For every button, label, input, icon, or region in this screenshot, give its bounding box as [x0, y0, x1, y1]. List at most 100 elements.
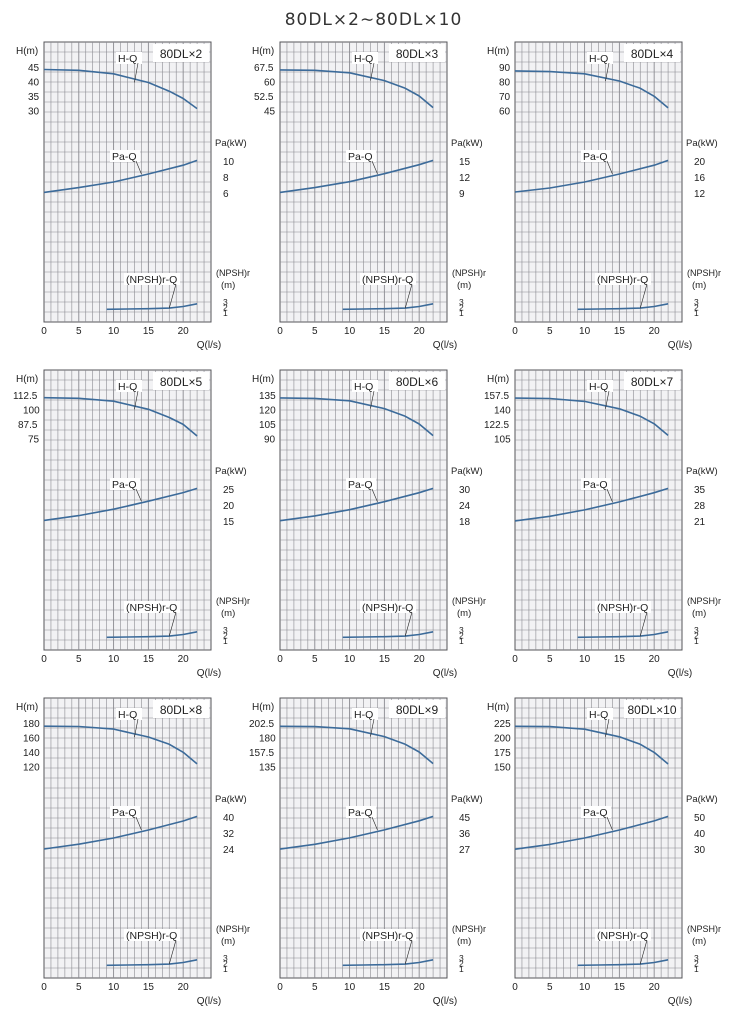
npsh-axis-unit: (m) [692, 608, 706, 619]
pa-tick-label: 16 [694, 173, 706, 184]
pa-tick-label: 6 [223, 189, 229, 200]
hq-label-bg [587, 380, 613, 392]
pa-tick-label: 30 [459, 485, 471, 496]
hq-label: H-Q [354, 381, 373, 393]
chart-panel: 80DL×2H(m)45403530Pa(kW)1086(NPSH)r(m)32… [16, 41, 250, 351]
hq-label-leader [605, 390, 610, 409]
paq-label-leader [371, 160, 378, 174]
pa-tick-label: 10 [223, 157, 235, 168]
x-axis-label: Q(l/s) [668, 340, 692, 351]
hq-label-leader [134, 718, 139, 738]
paq-label: Pa-Q [583, 807, 608, 819]
hq-label-leader [134, 62, 139, 83]
model-label: 80DL×9 [396, 703, 439, 717]
pa-tick-label: 12 [459, 173, 471, 184]
paq-label-leader [135, 488, 142, 502]
h-axis-label: H(m) [16, 374, 38, 385]
h-axis-label: H(m) [252, 374, 274, 385]
paq-label-bg [581, 478, 611, 490]
npsh-tick-label: 3 [223, 297, 228, 307]
paq-label-bg [581, 806, 611, 818]
npsh-axis-label: (NPSH)r [687, 268, 721, 278]
x-tick-label: 20 [414, 326, 426, 337]
hq-label-bg [352, 52, 378, 64]
h-axis-label: H(m) [487, 702, 509, 713]
h-axis-label: H(m) [16, 46, 38, 57]
paq-label-leader [371, 488, 378, 502]
x-tick-label: 15 [143, 326, 155, 337]
npsh-axis-unit: (m) [692, 280, 706, 291]
x-tick-label: 15 [143, 654, 155, 665]
npsh-label-leader [639, 939, 648, 965]
npsh-label-bg [360, 273, 416, 285]
npsh-tick-label: 1 [223, 308, 228, 318]
x-tick-label: 20 [649, 654, 661, 665]
pa-tick-label: 28 [694, 501, 706, 512]
pa-tick-label: 20 [694, 157, 706, 168]
npsh-curve [106, 631, 198, 639]
x-tick-label: 0 [277, 326, 283, 337]
npsh-tick-label: 2 [223, 959, 228, 969]
paq-label: Pa-Q [348, 479, 373, 491]
x-tick-label: 0 [277, 654, 283, 665]
paq-label-leader [606, 488, 613, 503]
x-tick-label: 0 [277, 982, 283, 993]
npsh-tick-label: 1 [223, 636, 228, 646]
x-tick-label: 15 [379, 326, 391, 337]
pa-axis-label: Pa(kW) [686, 138, 718, 149]
npsh-tick-label: 3 [459, 953, 464, 963]
h-axis-label: H(m) [16, 702, 38, 713]
chart-panel: 80DL×6H(m)13512010590Pa(kW)302418(NPSH)r… [252, 369, 486, 679]
npsh-tick-label: 2 [694, 631, 699, 641]
hq-label-leader [370, 62, 375, 81]
hq-label: H-Q [118, 381, 137, 393]
x-tick-label: 5 [547, 326, 553, 337]
x-tick-label: 5 [547, 654, 553, 665]
x-tick-label: 5 [312, 654, 318, 665]
hq-label-leader [370, 390, 375, 409]
pa-tick-label: 45 [459, 813, 471, 824]
chart-panel: 80DL×9H(m)202.5180157.5135Pa(kW)453627(N… [249, 697, 486, 1007]
paq-curve [514, 815, 669, 850]
npsh-axis-unit: (m) [221, 280, 235, 291]
hq-curve [279, 725, 434, 765]
npsh-axis-label: (NPSH)r [216, 924, 250, 934]
npsh-tick-label: 3 [223, 625, 228, 635]
paq-label-leader [371, 816, 378, 831]
h-tick-label: 120 [23, 763, 40, 774]
npsh-label-leader [168, 939, 177, 965]
paq-label: Pa-Q [348, 807, 373, 819]
chart-panel: 80DL×8H(m)180160140120Pa(kW)403224(NPSH)… [16, 697, 250, 1007]
h-tick-label: 105 [259, 420, 276, 431]
npsh-tick-label: 2 [459, 303, 464, 313]
paq-label: Pa-Q [112, 151, 137, 163]
hq-label: H-Q [354, 53, 373, 65]
h-tick-label: 45 [28, 63, 40, 74]
x-tick-label: 20 [414, 982, 426, 993]
npsh-tick-label: 1 [459, 308, 464, 318]
pa-tick-label: 15 [459, 157, 471, 168]
h-tick-label: 30 [28, 107, 40, 118]
chart-panel: 80DL×5H(m)112.510087.575Pa(kW)252015(NPS… [13, 369, 250, 679]
npsh-label: (NPSH)r-Q [597, 274, 648, 286]
h-tick-label: 140 [494, 406, 511, 417]
npsh-tick-label: 3 [694, 297, 699, 307]
x-tick-label: 10 [108, 654, 120, 665]
h-tick-label: 75 [28, 435, 40, 446]
npsh-label-leader [168, 283, 177, 309]
x-tick-label: 0 [512, 654, 518, 665]
pa-tick-label: 12 [694, 189, 706, 200]
x-tick-label: 20 [649, 982, 661, 993]
npsh-axis-unit: (m) [221, 936, 235, 947]
npsh-tick-label: 3 [459, 297, 464, 307]
h-tick-label: 87.5 [18, 420, 38, 431]
pa-axis-label: Pa(kW) [451, 138, 483, 149]
chart-panel: 80DL×3H(m)67.56052.545Pa(kW)15129(NPSH)r… [252, 41, 486, 351]
npsh-label-bg [124, 929, 180, 941]
npsh-label: (NPSH)r-Q [362, 274, 413, 286]
paq-curve [43, 815, 198, 850]
npsh-curve [342, 303, 434, 311]
x-tick-label: 5 [312, 982, 318, 993]
npsh-curve [577, 631, 669, 639]
